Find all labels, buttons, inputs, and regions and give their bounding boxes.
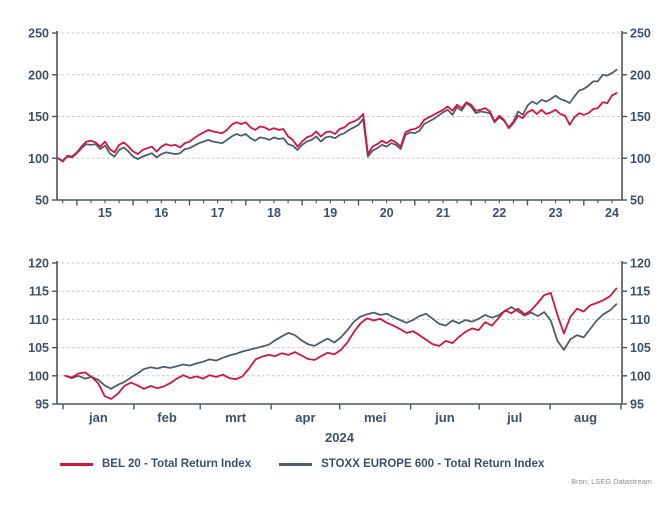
legend-item-stoxx600: STOXX EUROPE 600 - Total Return Index <box>279 458 544 470</box>
bel-20-total-return-index-line <box>64 287 618 400</box>
x-tick-label-year: 20 <box>380 206 394 220</box>
x-tick-label-year: 16 <box>154 206 168 220</box>
x-tick-label-month: mei <box>364 410 386 425</box>
x-tick-label-year: 23 <box>549 206 563 220</box>
x-tick-label-year: 17 <box>211 206 225 220</box>
stoxx600-line-swatch <box>279 462 313 466</box>
legend-item-bel20: BEL 20 - Total Return Index <box>60 458 251 470</box>
y-tick-label-right: 115 <box>630 285 650 299</box>
legend-label-bel20: BEL 20 - Total Return Index <box>102 458 252 470</box>
chart-canvas: 50 50 100 100 150 150 200 200 250 250 15 16 17 18 19 20… <box>28 27 651 426</box>
x-tick-label-month: aug <box>574 410 597 425</box>
x-tick-label-year: 15 <box>98 206 112 220</box>
stoxx-europe-600-total-return-index-line <box>64 303 618 390</box>
y-tick-label-right: 100 <box>630 369 651 383</box>
y-tick-label-left: 100 <box>28 369 49 383</box>
y-tick-label-left: 50 <box>35 194 49 208</box>
x-tick-label-month: jul <box>506 410 522 425</box>
y-tick-label-left: 110 <box>29 313 49 327</box>
y-tick-label-left: 250 <box>28 27 49 41</box>
x-tick-label-month: apr <box>295 410 315 425</box>
y-tick-label-right: 120 <box>630 257 651 271</box>
y-tick-label-right: 110 <box>630 313 650 327</box>
bottom-chart-x-axis-title: 2024 <box>325 430 354 445</box>
chart-legend: BEL 20 - Total Return Index STOXX EUROPE… <box>60 458 544 470</box>
x-tick-label-year: 24 <box>605 206 619 220</box>
source-note: Bron: LSEG Datastream <box>571 477 652 486</box>
y-tick-label-left: 200 <box>28 68 49 82</box>
y-tick-label-left: 105 <box>28 341 49 355</box>
top-chart: 50 50 100 100 150 150 200 200 250 250 15 16 17 18 19 20… <box>28 27 651 221</box>
y-tick-label-left: 115 <box>29 285 49 299</box>
x-tick-label-year: 21 <box>436 206 450 220</box>
x-tick-label-month: jun <box>434 410 455 425</box>
y-tick-label-right: 200 <box>630 68 651 82</box>
y-tick-label-right: 100 <box>630 152 651 166</box>
x-tick-label-month: feb <box>157 410 177 425</box>
y-tick-label-left: 150 <box>28 110 49 124</box>
y-tick-label-left: 120 <box>28 257 49 271</box>
y-tick-label-left: 95 <box>35 398 49 412</box>
bel-20-total-return-index-line <box>57 92 618 163</box>
y-tick-label-right: 50 <box>630 194 644 208</box>
y-tick-label-right: 105 <box>630 341 651 355</box>
x-tick-label-year: 19 <box>323 206 337 220</box>
legend-label-stoxx600: STOXX EUROPE 600 - Total Return Index <box>321 458 545 470</box>
y-tick-label-right: 95 <box>630 398 644 412</box>
bel20-line-swatch <box>60 462 93 466</box>
x-tick-label-month: mrt <box>225 410 247 425</box>
y-tick-label-right: 150 <box>630 110 651 124</box>
y-tick-label-right: 250 <box>630 27 651 41</box>
bottom-chart: 95 95 100 100 105 105 110 110 115 115 120 120 jan feb… <box>28 257 651 426</box>
x-tick-label-year: 22 <box>492 206 506 220</box>
stoxx-europe-600-total-return-index-line <box>57 68 618 162</box>
y-tick-label-left: 100 <box>28 152 49 166</box>
x-tick-label-month: jan <box>88 410 108 425</box>
x-tick-label-year: 18 <box>267 206 281 220</box>
